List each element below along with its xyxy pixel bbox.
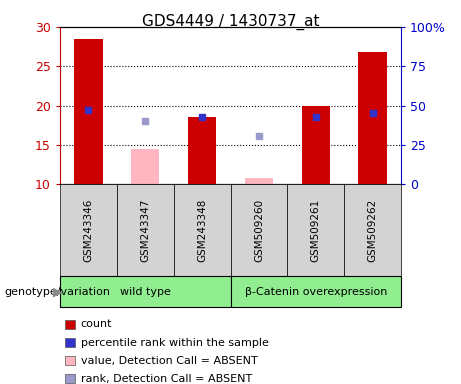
Bar	[287, 184, 344, 276]
Bar	[74, 39, 102, 184]
Bar	[188, 118, 216, 184]
Point	[312, 114, 319, 121]
Bar	[174, 184, 230, 276]
Bar	[230, 184, 287, 276]
Bar	[301, 106, 330, 184]
Text: value, Detection Call = ABSENT: value, Detection Call = ABSENT	[81, 356, 257, 366]
Bar	[344, 184, 401, 276]
Text: GDS4449 / 1430737_at: GDS4449 / 1430737_at	[142, 13, 319, 30]
Bar	[60, 276, 230, 307]
Point	[255, 132, 263, 139]
Text: GSM509262: GSM509262	[367, 199, 378, 262]
Bar	[230, 276, 401, 307]
Point	[369, 111, 376, 117]
Text: ▶: ▶	[53, 285, 62, 298]
Bar	[60, 184, 117, 276]
Text: rank, Detection Call = ABSENT: rank, Detection Call = ABSENT	[81, 374, 252, 384]
Bar	[358, 52, 387, 184]
Text: wild type: wild type	[120, 287, 171, 297]
Bar	[117, 184, 174, 276]
Text: percentile rank within the sample: percentile rank within the sample	[81, 338, 269, 348]
Text: count: count	[81, 319, 112, 329]
Text: GSM509261: GSM509261	[311, 199, 321, 262]
Text: GSM509260: GSM509260	[254, 199, 264, 262]
Text: β-Catenin overexpression: β-Catenin overexpression	[245, 287, 387, 297]
Text: GSM243346: GSM243346	[83, 199, 94, 262]
Point	[142, 118, 149, 124]
Text: genotype/variation: genotype/variation	[5, 287, 111, 297]
Bar	[245, 178, 273, 184]
Text: GSM243348: GSM243348	[197, 199, 207, 262]
Bar	[131, 149, 160, 184]
Point	[198, 114, 206, 121]
Text: GSM243347: GSM243347	[140, 199, 150, 262]
Point	[85, 106, 92, 113]
